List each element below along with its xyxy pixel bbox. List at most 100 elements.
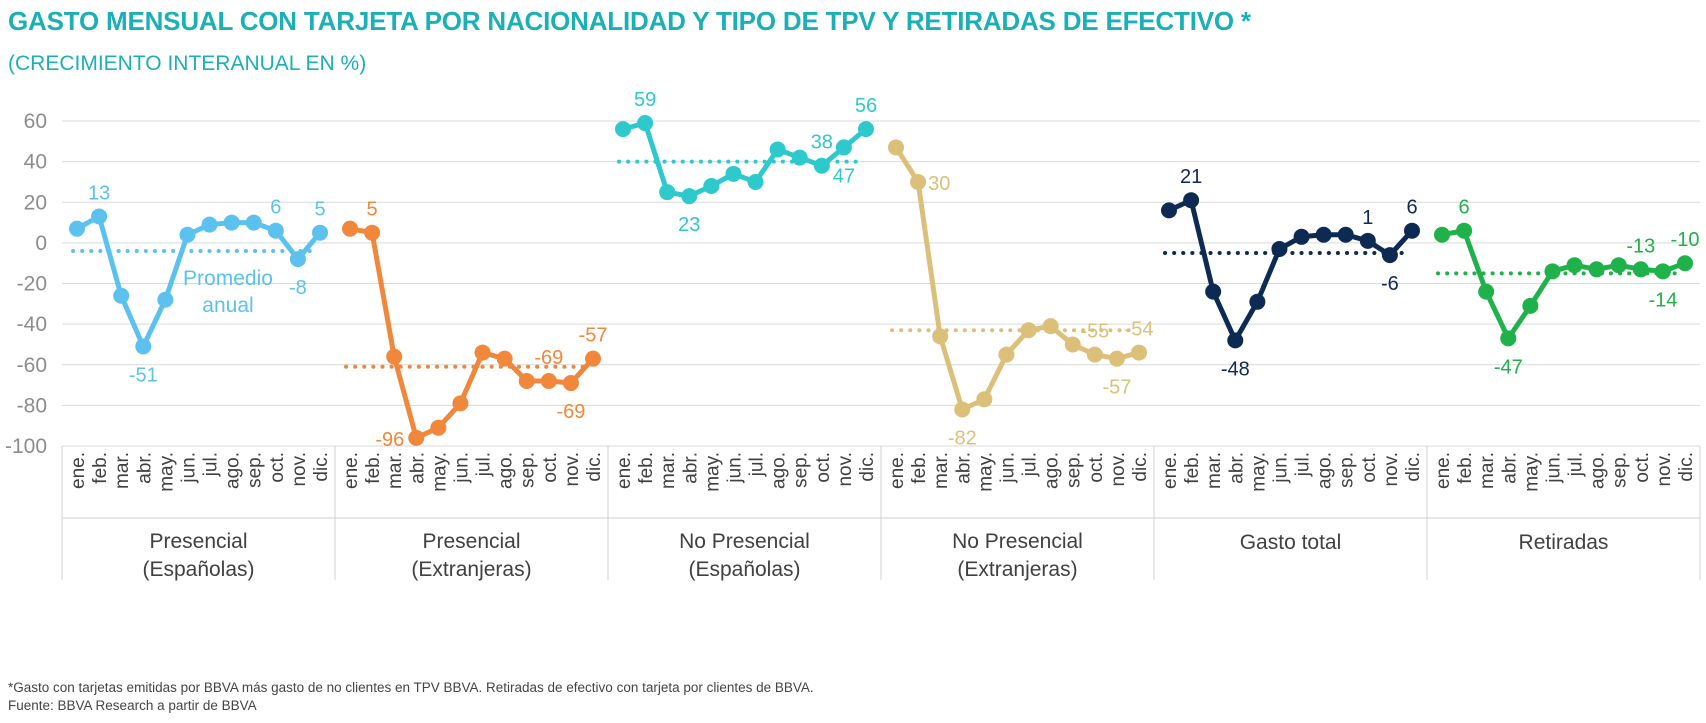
data-label: 23 (678, 214, 700, 236)
y-tick-label: -40 (17, 313, 47, 336)
month-tick-label: jul. (1566, 452, 1587, 477)
data-label: 13 (88, 182, 110, 204)
month-tick-label: ago. (1042, 452, 1063, 489)
chart-title: GASTO MENSUAL CON TARJETA POR NACIONALID… (8, 6, 1251, 36)
month-tick-label: sep. (518, 452, 539, 488)
data-label: -47 (1494, 356, 1523, 378)
y-tick-label: -60 (17, 354, 47, 377)
data-label: -6 (1381, 273, 1399, 295)
data-label: -51 (129, 364, 158, 386)
data-point (1677, 255, 1693, 272)
data-label: 5 (314, 199, 325, 221)
data-label: 6 (1459, 197, 1470, 219)
data-point (725, 165, 742, 182)
data-point (1183, 192, 1200, 209)
month-tick-label: mar. (658, 452, 679, 489)
footnote: *Gasto con tarjetas emitidas por BBVA má… (8, 680, 814, 695)
data-point (1500, 330, 1517, 347)
data-label: -96 (375, 429, 404, 451)
month-tick-label: sep. (791, 452, 812, 488)
data-point (245, 214, 262, 231)
data-point (1086, 346, 1103, 363)
data-point (976, 391, 993, 408)
month-tick-label: nov. (562, 452, 583, 487)
month-tick-label: dic. (1130, 452, 1151, 482)
month-tick-label: may. (429, 452, 450, 492)
data-point (932, 328, 949, 345)
month-tick-label: ago. (1315, 452, 1336, 489)
series-5: ene. feb. mar. abr. may. jun. jul. ago. sep. oct.… (1433, 197, 1699, 554)
y-tick-label: -100 (5, 435, 47, 458)
data-point (1108, 350, 1125, 367)
data-point (888, 139, 904, 156)
month-tick-label: oct. (1086, 452, 1107, 483)
month-tick-label: abr. (407, 452, 428, 484)
data-point (342, 220, 358, 237)
series-line (1167, 197, 1414, 343)
month-tick-label: ene. (68, 452, 89, 489)
series-0: ene. feb. mar. abr. may. jun. jul. ago. sep. oct.… (68, 182, 332, 581)
data-label: 30 (928, 173, 950, 195)
data-point (135, 338, 152, 355)
average-annotation: anual (202, 294, 253, 317)
data-point (769, 141, 786, 158)
month-tick-label: may. (156, 452, 177, 492)
month-tick-label: jul. (201, 452, 222, 477)
data-label: -13 (1626, 235, 1655, 257)
y-tick-label: -20 (17, 273, 47, 296)
data-point (1315, 226, 1332, 243)
data-point (998, 346, 1015, 363)
data-point (1161, 202, 1177, 219)
data-point (585, 350, 601, 367)
data-label: -57 (1102, 377, 1131, 399)
data-point (1271, 240, 1288, 257)
data-point (1131, 344, 1147, 361)
data-label: 1 (1362, 207, 1373, 229)
month-tick-label: dic. (584, 452, 605, 482)
series-4: ene. feb. mar. abr. may. jun. jul. ago. sep. oct.… (1160, 166, 1424, 554)
data-label: 47 (833, 165, 855, 187)
month-tick-label: ago. (769, 452, 790, 489)
data-label: 59 (634, 89, 656, 111)
data-label: 5 (367, 199, 378, 221)
data-point (1227, 332, 1244, 349)
data-point (179, 226, 196, 243)
chart-subtitle: (CRECIMIENTO INTERANUAL EN %) (8, 52, 367, 75)
month-tick-label: mar. (931, 452, 952, 489)
month-tick-label: oct. (1359, 452, 1380, 483)
month-tick-label: jul. (474, 452, 495, 477)
data-point (1456, 222, 1473, 239)
data-label: 21 (1180, 166, 1202, 188)
group-label: Retiradas (1519, 531, 1609, 554)
data-point (430, 419, 447, 436)
group-label: (Extranjeras) (411, 558, 531, 581)
data-point (540, 373, 557, 389)
data-label: -57 (579, 325, 608, 347)
data-point (69, 220, 85, 237)
data-point (791, 149, 808, 166)
month-tick-label: may. (975, 452, 996, 492)
month-tick-label: ene. (341, 452, 362, 489)
month-tick-label: jul. (747, 452, 768, 477)
data-point (474, 344, 491, 361)
month-tick-label: dic. (1676, 452, 1697, 482)
data-point (1249, 293, 1266, 310)
data-label: -48 (1221, 358, 1250, 380)
month-tick-label: mar. (1477, 452, 1498, 489)
data-point (562, 375, 579, 392)
data-point (1544, 263, 1561, 280)
month-tick-label: abr. (680, 452, 701, 484)
group-label: (Españolas) (142, 558, 254, 581)
month-tick-label: abr. (953, 452, 974, 484)
month-tick-label: jul. (1020, 452, 1041, 477)
month-tick-label: sep. (1337, 452, 1358, 488)
data-point (1434, 226, 1450, 243)
data-point (408, 429, 425, 446)
month-tick-label: may. (702, 452, 723, 492)
month-tick-label: jun. (1270, 452, 1291, 484)
data-point (364, 224, 381, 241)
month-tick-label: dic. (311, 452, 332, 482)
month-tick-label: dic. (857, 452, 878, 482)
data-point (1020, 322, 1037, 339)
